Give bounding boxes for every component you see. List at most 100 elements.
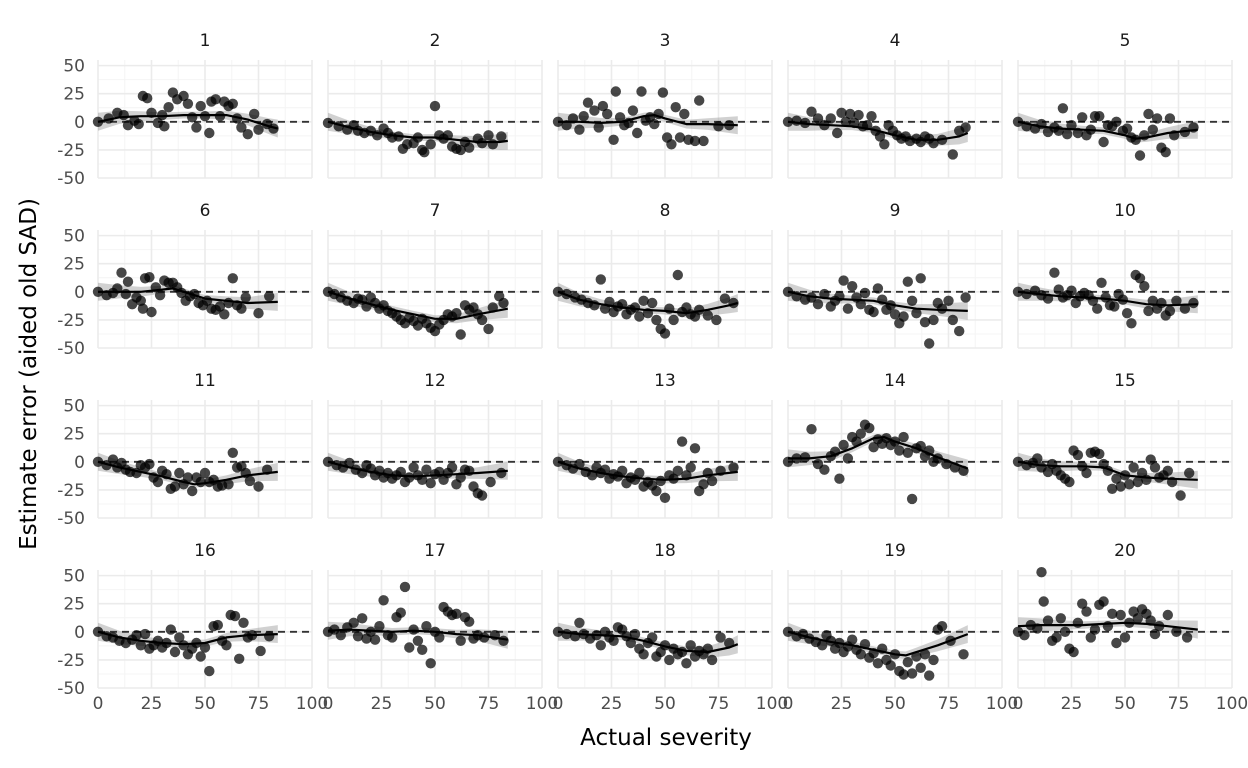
data-point (936, 303, 948, 314)
facet-strip-label: 9 (890, 201, 901, 221)
facet-strip-label: 4 (890, 31, 901, 51)
data-point (174, 632, 185, 643)
data-point (1115, 609, 1126, 621)
confidence-band (558, 111, 738, 135)
y-tick-label: -25 (57, 651, 85, 671)
data-point (666, 139, 677, 150)
facet-panel: 10 (1012, 201, 1233, 349)
x-tick-label: 50 (194, 694, 216, 714)
smooth-line (788, 436, 969, 470)
data-point (352, 631, 364, 642)
data-point (842, 453, 854, 464)
data-point (242, 129, 253, 140)
x-tick-label: 100 (986, 694, 1018, 714)
data-point (898, 669, 909, 680)
data-point (902, 447, 913, 458)
data-point (244, 475, 256, 487)
data-point (706, 654, 718, 666)
data-point (1081, 467, 1092, 479)
data-point (163, 102, 174, 113)
data-point (1134, 273, 1146, 284)
facet-panel: 6 -50 -25 0 25 50 (57, 201, 313, 359)
data-point (806, 106, 817, 117)
y-tick-label: 25 (63, 85, 85, 105)
data-point (817, 640, 828, 651)
data-point (357, 613, 368, 624)
y-tick-label: 50 (63, 397, 85, 417)
data-point (947, 149, 958, 160)
y-tick-label: 25 (63, 425, 85, 445)
data-point (421, 464, 432, 475)
data-point (1051, 632, 1062, 643)
data-point (906, 295, 918, 306)
data-point (131, 630, 142, 641)
data-point (610, 86, 621, 97)
data-point (253, 124, 264, 135)
data-point (464, 142, 475, 153)
data-point (936, 621, 948, 632)
data-point (728, 462, 739, 473)
data-point (689, 443, 701, 454)
data-point (204, 665, 215, 677)
facet-strip-label: 3 (660, 31, 671, 51)
data-point (133, 118, 144, 130)
data-point (238, 617, 249, 628)
data-point (1059, 626, 1071, 637)
data-point (855, 299, 866, 310)
data-point (928, 314, 939, 326)
facet-strip-label: 8 (660, 201, 671, 221)
x-tick-label: 25 (1061, 694, 1083, 714)
data-point (924, 670, 935, 681)
data-point (574, 617, 585, 628)
x-tick-label: 75 (708, 694, 730, 714)
data-point (676, 436, 688, 447)
data-point (425, 658, 436, 669)
data-point (872, 658, 884, 669)
data-point (597, 100, 609, 112)
data-point (1019, 630, 1030, 641)
facet-strip-label: 5 (1120, 31, 1131, 51)
data-point (199, 467, 211, 479)
data-point (943, 295, 954, 306)
data-point (681, 658, 692, 669)
data-point (348, 617, 359, 628)
facet-panel: 15 (1012, 371, 1233, 519)
data-point (429, 100, 441, 112)
x-tick-label: 25 (141, 694, 163, 714)
data-point (1160, 147, 1171, 158)
data-point (855, 428, 866, 439)
smooth-line (787, 120, 969, 141)
smooth-line (558, 113, 738, 127)
data-point (608, 134, 619, 145)
facet-strip-label: 18 (654, 541, 676, 561)
data-point (227, 273, 238, 284)
facet-panel: 5 (1012, 31, 1233, 179)
x-axis-title: Actual severity (580, 725, 752, 751)
data-point (832, 127, 843, 139)
data-point (595, 640, 606, 651)
data-point (655, 475, 666, 487)
x-tick-label: 0 (553, 694, 564, 714)
data-point (838, 439, 849, 451)
data-point (1143, 108, 1154, 120)
data-point (647, 297, 658, 309)
data-point (649, 118, 660, 130)
facet-strip-label: 10 (1114, 201, 1136, 221)
data-point (169, 481, 181, 492)
data-point (706, 475, 718, 487)
data-point (476, 490, 488, 501)
data-point (919, 649, 931, 660)
data-point (1081, 606, 1092, 617)
facet-strip-label: 20 (1114, 541, 1136, 561)
x-tick-label: 100 (296, 694, 328, 714)
data-point (1038, 596, 1049, 607)
facet-strip-label: 17 (424, 541, 446, 561)
data-point (1068, 646, 1079, 658)
smooth-line (1017, 120, 1198, 140)
data-point (657, 87, 669, 98)
data-point (847, 634, 858, 645)
y-tick-label: 25 (63, 255, 85, 275)
data-point (1072, 617, 1084, 628)
data-point (1121, 308, 1133, 319)
data-point (335, 630, 346, 641)
